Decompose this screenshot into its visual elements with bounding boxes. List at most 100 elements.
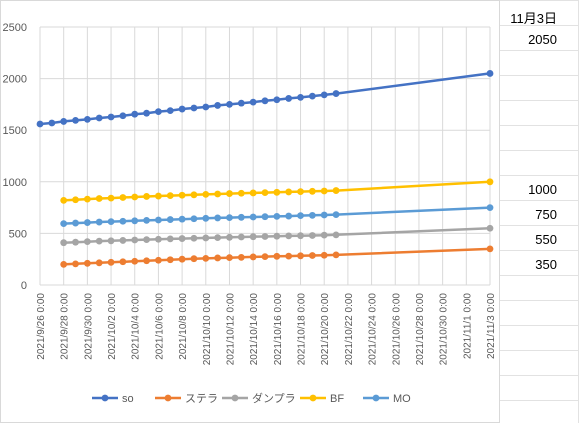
data-point [202, 103, 210, 111]
data-point [60, 260, 68, 268]
data-point [202, 254, 210, 262]
data-point [297, 93, 304, 101]
data-point [214, 190, 222, 198]
legend-label: MO [393, 393, 411, 405]
data-point [320, 187, 328, 195]
data-point [237, 233, 245, 241]
data-point [143, 216, 150, 224]
cell-sutera-value[interactable]: 350 [535, 257, 557, 272]
x-tick-label: 2021/11/3 0:00 [486, 293, 497, 359]
data-point [226, 254, 233, 262]
data-point [226, 190, 233, 197]
x-tick-label: 2021/10/6 0:00 [154, 293, 165, 360]
data-point [155, 235, 162, 243]
legend-label: ダンプラ [252, 391, 296, 405]
x-tick-label: 2021/10/18 0:00 [297, 293, 308, 366]
data-point [166, 256, 174, 264]
x-tick-label: 2021/10/2 0:00 [107, 293, 118, 360]
data-point [155, 108, 162, 116]
x-tick-label: 2021/10/12 0:00 [225, 293, 236, 366]
data-point [119, 217, 127, 225]
cell-mo-value[interactable]: 750 [535, 207, 557, 222]
data-point [83, 259, 91, 267]
data-point [83, 219, 91, 226]
data-point [237, 189, 245, 197]
data-point [285, 188, 293, 196]
data-point [261, 97, 269, 105]
data-point [332, 90, 340, 97]
data-point [178, 255, 186, 263]
x-tick-label: 2021/10/22 0:00 [344, 293, 355, 366]
data-point [320, 231, 328, 239]
data-point [285, 252, 293, 260]
cell-bf-value[interactable]: 1000 [528, 182, 557, 197]
data-point [166, 216, 174, 223]
y-tick-label: 2000 [3, 74, 27, 86]
legend-label: ステラ [185, 393, 218, 405]
data-point [202, 214, 210, 222]
x-tick-label: 2021/10/16 0:00 [273, 293, 284, 366]
x-tick-label: 2021/10/28 0:00 [415, 293, 426, 366]
data-point [190, 234, 198, 242]
data-point [143, 236, 150, 243]
data-point [297, 232, 304, 240]
cell-so-value[interactable]: 2050 [528, 32, 557, 47]
data-point [226, 101, 233, 108]
data-point [72, 116, 79, 124]
data-point [166, 235, 174, 243]
legend-swatch-marker [164, 394, 172, 402]
data-point [273, 252, 281, 260]
data-point [83, 115, 91, 123]
data-point [107, 258, 115, 266]
data-point [226, 233, 233, 241]
data-point [178, 191, 186, 199]
data-point [320, 251, 328, 259]
data-point [249, 189, 257, 197]
chart-object[interactable]: 0 500 1000 1500 2000 2500 2021/9/26 0:00 2021/9… [0, 0, 500, 423]
data-point [320, 211, 328, 219]
data-point [166, 192, 174, 200]
x-tick-label: 2021/10/14 0:00 [249, 293, 260, 366]
data-point [237, 99, 245, 107]
data-point [131, 257, 139, 265]
x-tick-label: 2021/10/26 0:00 [391, 293, 402, 366]
data-point [95, 195, 103, 202]
data-point [155, 192, 162, 200]
data-point [60, 220, 68, 227]
cell-danpura-value[interactable]: 550 [535, 232, 557, 247]
y-tick-label: 500 [9, 228, 27, 240]
x-tick-label: 2021/9/30 0:00 [83, 293, 94, 360]
data-point [214, 254, 222, 262]
data-point [308, 92, 316, 100]
data-point [119, 258, 127, 266]
data-point [261, 253, 269, 261]
data-point [308, 252, 316, 259]
data-point [308, 232, 316, 239]
cell-date-header[interactable]: 11月3日 [510, 11, 557, 26]
data-point [155, 216, 162, 224]
legend-swatch-marker [309, 394, 317, 402]
data-point [143, 193, 150, 200]
data-point [131, 236, 139, 244]
data-point [95, 218, 103, 226]
data-point [107, 237, 115, 245]
data-point [107, 194, 115, 202]
data-point [131, 217, 139, 225]
data-point [332, 211, 340, 219]
data-point [249, 213, 257, 221]
data-point [60, 196, 68, 204]
x-tick-label: 2021/10/4 0:00 [131, 293, 142, 360]
data-point [261, 213, 269, 221]
data-point [320, 91, 328, 99]
legend-label: BF [330, 393, 344, 405]
data-point [273, 212, 281, 220]
y-tick-label: 2500 [3, 22, 27, 34]
y-tick-label: 0 [21, 280, 27, 292]
data-point [249, 233, 257, 241]
data-point [249, 253, 257, 261]
legend-label: so [122, 393, 134, 405]
data-point [72, 196, 79, 204]
data-point [332, 251, 340, 259]
x-tick-label: 2021/10/24 0:00 [368, 293, 379, 366]
x-tick-label: 2021/9/28 0:00 [60, 293, 71, 360]
